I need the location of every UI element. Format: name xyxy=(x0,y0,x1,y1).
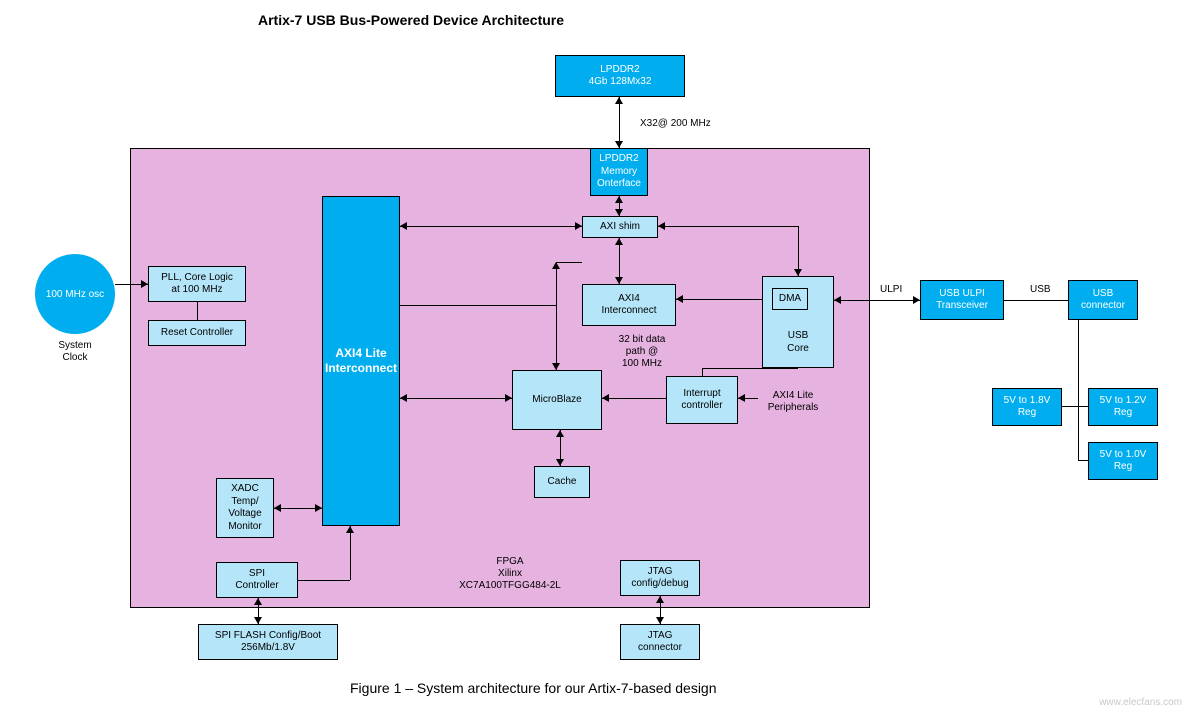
block-axi4-lite-interconnect: AXI4 Lite Interconnect xyxy=(322,196,400,526)
block-pll: PLL, Core Logic at 100 MHz xyxy=(148,266,246,302)
block-xadc: XADC Temp/ Voltage Monitor xyxy=(216,478,274,538)
label-databus: 32 bit data path @ 100 MHz xyxy=(610,334,674,370)
block-interrupt-controller: Interrupt controller xyxy=(666,376,738,424)
block-reg-12v: 5V to 1.2V Reg xyxy=(1088,388,1158,426)
block-dma: DMA xyxy=(772,288,808,310)
block-usb-transceiver: USB ULPI Transceiver xyxy=(920,280,1004,320)
label-usb: USB xyxy=(1030,284,1051,296)
block-lpddr2: LPDDR2 4Gb 128Mx32 xyxy=(555,55,685,97)
block-reg-18v: 5V to 1.8V Reg xyxy=(992,388,1062,426)
block-jtag-config: JTAG config/debug xyxy=(620,560,700,596)
block-axi-shim: AXI shim xyxy=(582,216,658,238)
label-fpga: FPGA Xilinx XC7A100TFGG484-2L xyxy=(435,556,585,592)
block-microblaze: MicroBlaze xyxy=(512,370,602,430)
block-jtag-connector: JTAG connector xyxy=(620,624,700,660)
block-usb-connector: USB connector xyxy=(1068,280,1138,320)
block-spi-flash: SPI FLASH Config/Boot 256Mb/1.8V xyxy=(198,624,338,660)
block-axi4-interconnect: AXI4 Interconnect xyxy=(582,284,676,326)
block-oscillator: 100 MHz osc xyxy=(35,254,115,334)
block-lpddr2-interface: LPDDR2 Memory Onterface xyxy=(590,148,648,196)
label-x32: X32@ 200 MHz xyxy=(640,118,711,130)
block-reset-controller: Reset Controller xyxy=(148,320,246,346)
label-ulpi: ULPI xyxy=(880,284,902,296)
figure-caption: Figure 1 – System architecture for our A… xyxy=(350,680,717,696)
block-spi-controller: SPI Controller xyxy=(216,562,298,598)
diagram-canvas: Artix-7 USB Bus-Powered Device Architect… xyxy=(0,0,1190,714)
watermark: www.elecfans.com xyxy=(1099,697,1182,708)
diagram-title: Artix-7 USB Bus-Powered Device Architect… xyxy=(258,12,564,28)
fpga-region xyxy=(130,148,870,608)
block-reg-10v: 5V to 1.0V Reg xyxy=(1088,442,1158,480)
block-cache: Cache xyxy=(534,466,590,498)
label-axi4lite-peripherals: AXI4 Lite Peripherals xyxy=(758,390,828,414)
label-system-clock: System Clock xyxy=(50,340,100,364)
